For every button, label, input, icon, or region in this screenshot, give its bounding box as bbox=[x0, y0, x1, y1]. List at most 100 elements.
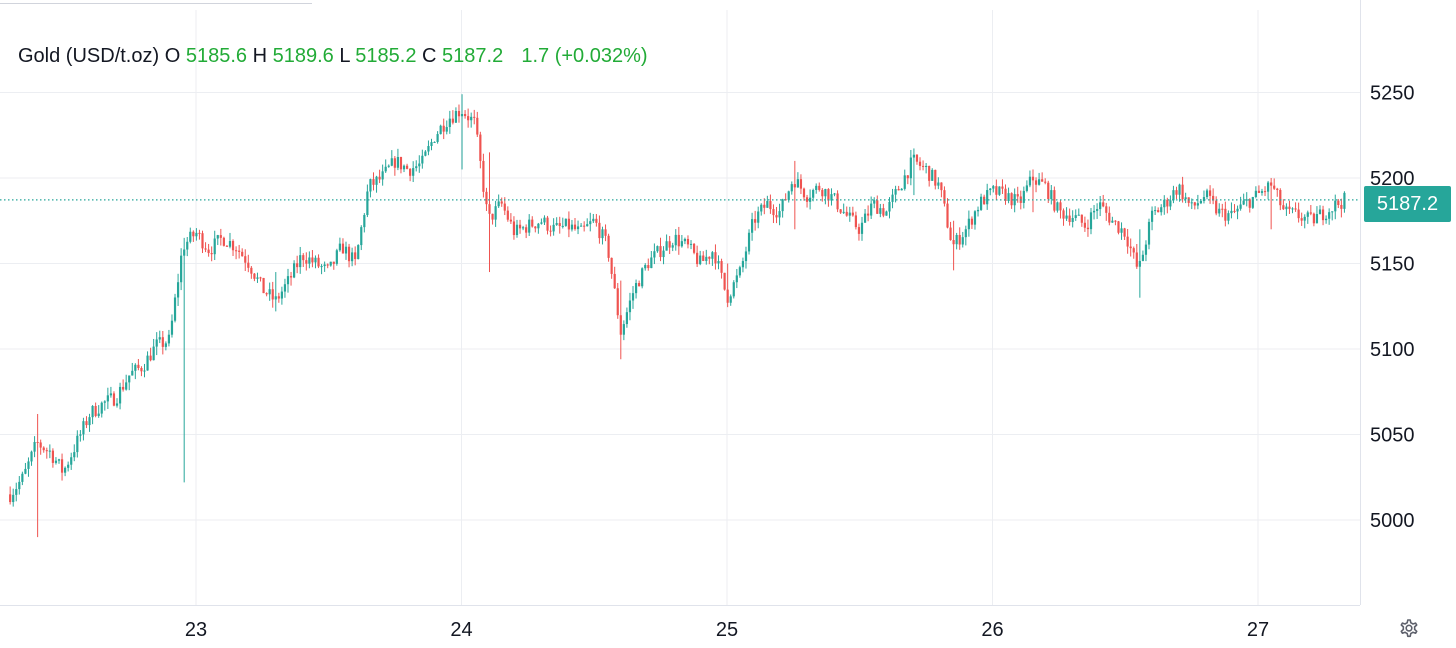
candle-up bbox=[125, 382, 128, 390]
candle-up bbox=[351, 252, 354, 262]
candle-down bbox=[567, 218, 570, 230]
candle-up bbox=[1245, 199, 1248, 201]
candle-up bbox=[1077, 214, 1080, 216]
candle-up bbox=[436, 134, 439, 142]
candle-down bbox=[918, 161, 922, 166]
candle-down bbox=[573, 224, 577, 230]
candle-up bbox=[363, 215, 366, 228]
candle-up bbox=[561, 225, 564, 227]
candle-up bbox=[747, 232, 751, 252]
candle-down bbox=[906, 175, 909, 179]
candle-up bbox=[925, 165, 928, 167]
candle-up bbox=[427, 146, 430, 152]
candle-down bbox=[686, 238, 690, 245]
candle-down bbox=[799, 179, 803, 189]
candle-up bbox=[1306, 212, 1309, 217]
candle-down bbox=[326, 264, 329, 266]
candle-down bbox=[882, 208, 885, 216]
candle-down bbox=[442, 125, 445, 132]
candle-down bbox=[94, 406, 97, 416]
candle-down bbox=[479, 134, 482, 161]
candle-up bbox=[320, 266, 323, 268]
candle-down bbox=[399, 157, 403, 170]
candle-down bbox=[253, 273, 256, 279]
candle-down bbox=[845, 211, 848, 216]
candle-down bbox=[1312, 213, 1315, 224]
candle-up bbox=[885, 211, 888, 216]
candle-down bbox=[509, 219, 512, 222]
candle-up bbox=[30, 451, 33, 462]
candle-down bbox=[491, 213, 494, 220]
candle-down bbox=[647, 265, 650, 269]
candle-up bbox=[521, 227, 525, 229]
candle-up bbox=[369, 179, 372, 192]
candle-down bbox=[1108, 212, 1111, 223]
candle-down bbox=[1062, 210, 1065, 219]
candle-down bbox=[949, 227, 952, 241]
candle-down bbox=[1135, 252, 1138, 267]
candle-down bbox=[9, 494, 12, 503]
candle-up bbox=[976, 209, 980, 212]
candle-down bbox=[943, 190, 946, 204]
candle-down bbox=[39, 442, 42, 448]
gear-icon[interactable] bbox=[1393, 613, 1423, 643]
y-tick-label: 5100 bbox=[1370, 339, 1415, 361]
candle-up bbox=[357, 245, 360, 260]
candle-up bbox=[433, 141, 436, 143]
candle-down bbox=[702, 255, 705, 261]
candle-up bbox=[183, 249, 186, 256]
candle-up bbox=[195, 232, 198, 237]
candle-up bbox=[424, 151, 427, 156]
legend-close-label: C bbox=[422, 45, 437, 67]
candle-down bbox=[616, 288, 619, 316]
candle-up bbox=[1230, 210, 1233, 214]
candle-down bbox=[915, 154, 919, 162]
candle-up bbox=[732, 282, 735, 297]
candle-down bbox=[934, 169, 937, 186]
candle-down bbox=[958, 234, 961, 245]
candle-up bbox=[909, 157, 912, 179]
candle-up bbox=[1239, 204, 1242, 209]
candle-down bbox=[1132, 248, 1135, 253]
candle-up bbox=[580, 225, 583, 227]
candle-up bbox=[1254, 190, 1257, 197]
candle-up bbox=[1154, 210, 1157, 212]
candle-down bbox=[659, 246, 662, 258]
candle-up bbox=[170, 320, 174, 335]
last-price-label: 5187.2 bbox=[1364, 186, 1451, 222]
candle-up bbox=[152, 346, 155, 361]
candle-up bbox=[1089, 212, 1093, 230]
candle-up bbox=[683, 238, 687, 242]
candle-down bbox=[638, 283, 641, 287]
candle-down bbox=[1080, 214, 1083, 223]
candle-down bbox=[769, 201, 772, 210]
legend-low-value: 5185.2 bbox=[355, 45, 417, 67]
candle-up bbox=[705, 256, 708, 261]
candle-up bbox=[665, 241, 668, 251]
candle-up bbox=[79, 434, 82, 436]
candle-down bbox=[137, 364, 140, 369]
candle-up bbox=[33, 442, 36, 452]
candle-down bbox=[140, 368, 143, 372]
candle-down bbox=[876, 200, 879, 214]
candle-up bbox=[115, 403, 119, 406]
candle-down bbox=[1034, 180, 1038, 185]
candle-down bbox=[1010, 193, 1013, 206]
candle-down bbox=[1175, 190, 1178, 195]
candle-up bbox=[18, 481, 21, 490]
candle-down bbox=[36, 442, 39, 444]
candle-up bbox=[131, 370, 134, 376]
candle-up bbox=[1318, 209, 1322, 215]
candle-down bbox=[854, 215, 858, 228]
candle-up bbox=[1190, 202, 1193, 204]
candle-up bbox=[1251, 196, 1254, 208]
candle-up bbox=[735, 275, 738, 283]
candle-up bbox=[540, 222, 543, 224]
candle-up bbox=[973, 211, 977, 225]
candle-down bbox=[970, 218, 974, 225]
candle-down bbox=[393, 158, 396, 168]
candle-up bbox=[109, 393, 113, 396]
candle-up bbox=[1050, 190, 1053, 200]
